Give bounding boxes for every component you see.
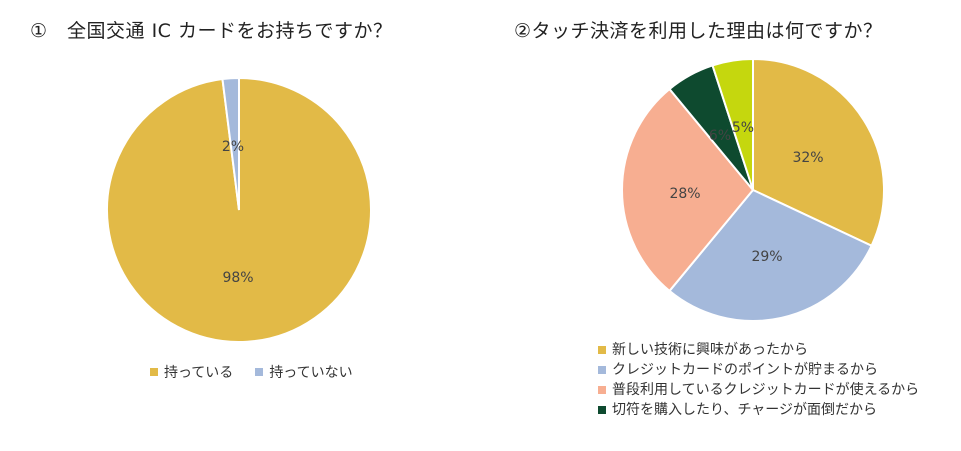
pie1-slice-1	[221, 76, 240, 211]
legend2-swatch-2	[598, 386, 606, 394]
pie-chart-card-ownership: 98% 2%	[106, 76, 372, 343]
pie2-slice-1	[668, 188, 873, 322]
legend1-label-0: 持っている	[164, 365, 234, 381]
legend1-label-1: 持っていない	[269, 365, 353, 381]
chart-title-touch-payment-reasons: ②タッチ決済を利用した理由は何ですか？	[514, 20, 883, 42]
legend-card-ownership: 持っている 持っていない	[150, 362, 353, 382]
pie2-data-label-3: 6%	[709, 128, 731, 144]
pie2-slice-0	[752, 57, 885, 248]
legend2-swatch-3	[598, 406, 606, 414]
legend2-item-2: 普段利用しているクレジットカードが使えるから	[598, 380, 919, 400]
legend1-swatch-1	[255, 368, 264, 376]
legend1-item-1: 持っていない	[255, 362, 353, 382]
legend2-item-1: クレジットカードのポイントが貯まるから	[598, 360, 919, 380]
legend2-item-0: 新しい技術に興味があったから	[598, 340, 919, 360]
pie2-data-label-2: 28%	[669, 186, 700, 202]
pie2-slice-4	[711, 57, 754, 191]
chart-title-card-ownership: ① 全国交通 IC カードをお持ちですか？	[30, 20, 393, 42]
pie2-data-label-4: 5%	[732, 120, 754, 136]
pie2-slice-2	[621, 87, 755, 293]
pie1-data-label-1: 2%	[222, 139, 244, 155]
pie2-data-label-1: 29%	[751, 249, 782, 265]
legend2-item-3: 切符を購入したり、チャージが面倒だから	[598, 400, 919, 420]
legend2-label-0: 新しい技術に興味があったから	[612, 342, 808, 358]
legend2-swatch-1	[598, 366, 606, 374]
legend2-swatch-0	[598, 346, 606, 354]
pie1-data-label-0: 98%	[222, 270, 253, 286]
pie2-data-label-0: 32%	[792, 150, 823, 166]
pie-chart-touch-payment-reasons: 32% 29% 28% 6% 5%	[621, 57, 885, 322]
legend2-label-3: 切符を購入したり、チャージが面倒だから	[612, 402, 878, 418]
legend1-swatch-0	[150, 368, 158, 376]
legend2-label-1: クレジットカードのポイントが貯まるから	[612, 362, 878, 378]
legend-touch-payment-reasons: 新しい技術に興味があったからクレジットカードのポイントが貯まるから普段利用してい…	[598, 340, 919, 420]
legend2-label-2: 普段利用しているクレジットカードが使えるから	[612, 382, 920, 398]
legend1-item-0: 持っている	[150, 362, 233, 382]
